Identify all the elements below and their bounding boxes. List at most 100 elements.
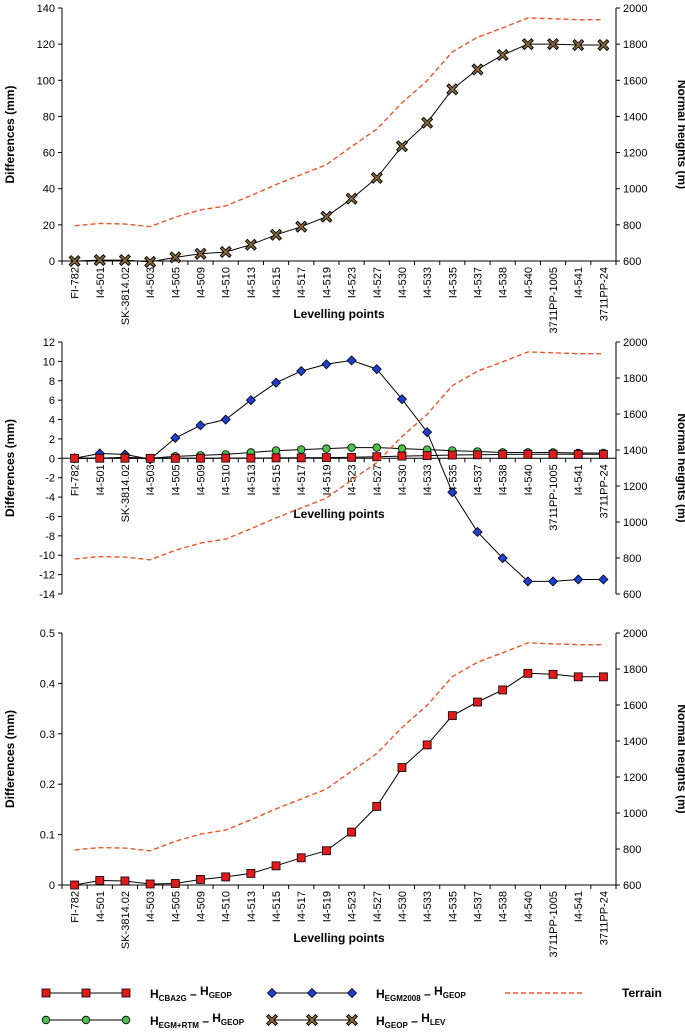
legend-text-part: H <box>212 1011 221 1025</box>
legend-marker-egm2008 <box>346 987 358 999</box>
data-point-egm2008 <box>422 427 433 438</box>
data-point-cba2g <box>347 452 356 462</box>
legend-marker-geop_lev <box>305 1013 319 1027</box>
data-point-cba2g <box>447 711 457 721</box>
data-point-geop_lev <box>93 254 106 267</box>
data-point-geop_lev <box>244 238 257 251</box>
right-tick-label: 2000 <box>623 3 647 15</box>
left-tick-label: 4 <box>49 415 55 427</box>
x-category-label: I4-537 <box>473 891 485 922</box>
legend-text-part: H <box>150 987 159 1001</box>
x-category-label: I4-541 <box>573 891 585 922</box>
x-axis-title: Levelling points <box>293 931 385 945</box>
legend-marker-geop_lev <box>345 1013 359 1027</box>
data-point-cba2g <box>271 453 281 463</box>
data-point-egm2008 <box>270 377 282 388</box>
y2-axis-title: Normal heights (m) <box>675 80 685 189</box>
left-tick-label: 2 <box>49 434 55 446</box>
data-point-cba2g <box>397 451 407 461</box>
data-point-geop_lev-fill <box>573 40 583 50</box>
data-point-geop_lev <box>395 140 409 153</box>
x-category-label: I4-509 <box>196 464 208 495</box>
left-tick-label: 0 <box>49 256 55 268</box>
legend: HCBA2G – HGEOP HEGM2008 – HGEOP TerrainHEG… <box>41 984 662 1030</box>
legend-text-part: H <box>421 1011 430 1025</box>
legend-marker-egmrtm <box>41 1015 51 1025</box>
legend-label-egmrtm: HEGM+RTM – HGEOP <box>150 1011 245 1030</box>
data-point-cba2g <box>120 453 130 463</box>
data-point-geop_lev-fill <box>195 248 206 259</box>
x-category-label: I4-535 <box>447 267 459 298</box>
right-tick-label: 1600 <box>623 700 647 712</box>
data-point-cba2g <box>397 763 407 772</box>
series-cba2g <box>70 449 608 463</box>
x-category-label: I4-538 <box>498 464 510 495</box>
legend-item-terrain: Terrain <box>505 986 662 1000</box>
data-point-geop_lev <box>320 210 333 223</box>
x-category-label: I4-533 <box>422 464 434 495</box>
x-category-label: I4-503 <box>145 267 157 298</box>
data-point-cba2g <box>422 740 432 750</box>
right-tick-label: 600 <box>623 256 641 268</box>
x-category-label: 3711PP-1005 <box>548 464 560 530</box>
left-tick-label: 10 <box>43 356 55 368</box>
right-tick-label: 1200 <box>623 481 647 493</box>
x-category-label: I4-517 <box>296 891 308 922</box>
right-tick-label: 2000 <box>623 337 647 349</box>
left-tick-label: 0.4 <box>40 678 55 690</box>
x-category-label: I4-509 <box>196 891 208 922</box>
left-tick-label: -4 <box>45 492 55 504</box>
legend-subscript: LEV <box>430 1018 446 1027</box>
right-tick-label: 1000 <box>623 808 647 820</box>
legend-subscript: EGM+RTM <box>159 1021 200 1030</box>
left-tick-label: 20 <box>43 220 55 232</box>
data-point-egmrtm <box>297 445 306 454</box>
data-point-geop_lev <box>370 171 383 184</box>
data-point-cba2g <box>246 869 256 878</box>
data-point-geop_lev-fill <box>69 256 80 266</box>
data-point-cba2g <box>70 453 79 463</box>
data-point-cba2g <box>322 453 331 463</box>
data-point-geop_lev-fill <box>120 255 130 265</box>
x-category-label: I4-540 <box>523 464 535 495</box>
data-point-egm2008 <box>598 574 609 585</box>
legend-text-part: H <box>150 1014 159 1028</box>
series-geop_lev <box>68 38 610 268</box>
data-point-cba2g <box>170 453 180 463</box>
x-category-label: I4-527 <box>372 891 384 922</box>
x-category-label: I4-510 <box>221 891 233 922</box>
data-point-cba2g <box>372 801 382 811</box>
data-point-cba2g <box>498 685 508 695</box>
data-point-egm2008 <box>547 576 559 587</box>
left-tick-label: 80 <box>43 111 55 123</box>
series-terrain <box>74 351 604 561</box>
legend-marker-egm2008 <box>306 987 318 999</box>
data-point-cba2g <box>498 450 508 459</box>
right-tick-label: 1600 <box>623 409 647 421</box>
data-point-geop_lev <box>219 245 232 259</box>
x-category-label: I4-533 <box>422 267 434 298</box>
data-point-geop_lev <box>597 39 610 52</box>
data-point-egmrtm <box>372 443 381 452</box>
x-category-label: I4-530 <box>397 267 409 298</box>
legend-marker-geop_lev-fill <box>347 1015 357 1025</box>
data-point-geop_lev <box>169 251 182 264</box>
data-point-cba2g <box>599 672 608 682</box>
legend-marker-geop_lev-fill <box>267 1015 277 1025</box>
data-point-egm2008 <box>472 526 483 538</box>
x-category-label: I4-533 <box>422 891 434 922</box>
x-category-label: 3711PP-1005 <box>548 891 560 957</box>
left-tick-label: 12 <box>43 337 55 349</box>
data-point-cba2g <box>322 846 331 856</box>
x-category-label: I4-501 <box>95 464 107 495</box>
legend-label-egm2008: HEGM2008 – HGEOP <box>376 984 467 1003</box>
data-point-geop_lev-fill <box>472 64 483 75</box>
data-point-geop_lev <box>496 48 509 62</box>
data-point-geop_lev-fill <box>422 117 432 128</box>
data-point-egmrtm <box>271 446 281 455</box>
data-point-geop_lev-fill <box>598 40 609 50</box>
series-line-egmrtm <box>74 447 604 459</box>
x-category-label: I4-505 <box>170 891 182 922</box>
x-category-label: I4-523 <box>347 267 359 298</box>
data-point-geop_lev-fill <box>321 211 332 222</box>
